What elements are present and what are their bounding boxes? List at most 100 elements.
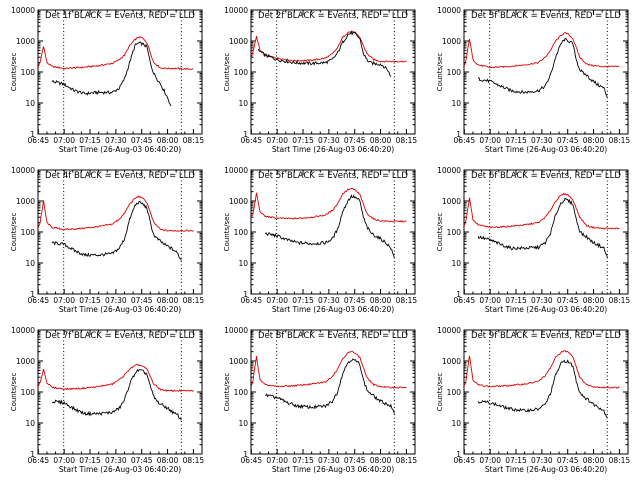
lld-trace [464,32,620,69]
events-trace [264,358,395,414]
y-tick-label: 10000 [11,166,35,175]
y-tick-label: 1 [30,130,35,139]
x-tick-label: 08:00 [370,136,392,145]
y-tick-label: 100 [21,68,36,77]
lld-trace [38,195,194,232]
y-tick-label: 1000 [229,197,248,206]
x-tick-label: 07:15 [505,136,527,145]
x-tick-label: 07:15 [79,456,101,465]
y-axis-label: Counts/sec [223,213,231,252]
y-axis-label: Counts/sec [10,213,18,252]
y-tick-label: 10000 [437,166,461,175]
plot-frame [37,169,203,295]
x-tick-label: 07:30 [318,456,340,465]
y-tick-label: 1 [30,290,35,299]
x-tick-label: 07:30 [105,136,127,145]
x-tick-label: 07:00 [53,456,75,465]
x-tick-label: 08:00 [157,296,179,305]
y-tick-label: 10 [238,419,248,428]
x-tick-label: 07:30 [105,296,127,305]
y-tick-label: 1 [456,450,461,459]
y-tick-label: 10000 [224,166,248,175]
x-tick-label: 07:00 [266,456,288,465]
x-tick-label: 08:15 [183,136,205,145]
y-tick-label: 100 [447,68,462,77]
y-tick-label: 10000 [437,6,461,15]
y-tick-label: 10 [451,259,461,268]
y-tick-label: 100 [447,388,462,397]
x-tick-label: 08:00 [157,136,179,145]
y-tick-label: 1000 [442,197,461,206]
x-tick-label: 08:00 [583,456,605,465]
x-tick-label: 07:15 [79,136,101,145]
x-tick-label: 08:00 [157,456,179,465]
events-trace [477,37,608,98]
lld-trace [251,350,407,389]
y-tick-label: 10 [451,419,461,428]
x-tick-label: 08:15 [609,296,631,305]
chart-panel-6: Det 6f BLACK = Events, RED = LLD 1 10 100 10… [436,166,630,314]
x-tick-label: 08:00 [583,136,605,145]
x-tick-label: 07:15 [505,296,527,305]
x-tick-label: 07:45 [131,296,153,305]
plot-frame [250,9,416,135]
chart-title: Det 1f BLACK = Events, RED = LLD [45,11,195,21]
events-trace [477,197,608,258]
x-axis-label: Start Time (26-Aug-03 06:40:20) [272,305,394,314]
lld-trace [251,30,407,63]
chart-title: Det 3f BLACK = Events, RED = LLD [471,11,621,21]
x-tick-label: 07:15 [79,296,101,305]
chart-panel-3: Det 3f BLACK = Events, RED = LLD 1 10 100 10… [436,6,630,154]
y-tick-label: 100 [234,388,249,397]
y-tick-label: 1000 [442,37,461,46]
x-tick-label: 07:15 [292,296,314,305]
x-tick-label: 07:30 [105,456,127,465]
y-tick-label: 10 [238,99,248,108]
chart-title: Det 8f BLACK = Events, RED = LLD [258,331,408,341]
chart-title: Det 5f BLACK = Events, RED = LLD [258,171,408,181]
lld-trace [464,192,620,230]
x-tick-label: 08:15 [609,456,631,465]
x-tick-label: 06:45 [241,296,263,305]
y-tick-label: 10 [451,99,461,108]
x-tick-label: 07:30 [318,296,340,305]
x-tick-label: 07:00 [479,296,501,305]
events-trace [477,359,608,418]
x-tick-label: 06:45 [28,456,50,465]
y-tick-label: 100 [234,68,249,77]
chart-title: Det 2f BLACK = Events, RED = LLD [258,11,408,21]
x-tick-label: 07:00 [266,136,288,145]
y-tick-label: 100 [21,228,36,237]
x-tick-label: 07:45 [557,136,579,145]
y-tick-label: 10000 [224,326,248,335]
x-tick-label: 07:45 [557,296,579,305]
x-axis-label: Start Time (26-Aug-03 06:40:20) [59,305,181,314]
chart-title: Det 6f BLACK = Events, RED = LLD [471,171,621,181]
x-axis-label: Start Time (26-Aug-03 06:40:20) [485,465,607,474]
y-axis-label: Counts/sec [10,53,18,92]
x-tick-label: 07:45 [131,136,153,145]
x-tick-label: 06:45 [454,296,476,305]
plot-frame [250,169,416,295]
x-tick-label: 08:00 [370,296,392,305]
y-axis-label: Counts/sec [436,53,444,92]
chart-title: Det 9f BLACK = Events, RED = LLD [471,331,621,341]
y-axis-label: Counts/sec [223,53,231,92]
y-tick-label: 100 [447,228,462,237]
x-tick-label: 07:30 [531,136,553,145]
y-tick-label: 10 [25,99,35,108]
x-tick-label: 08:15 [183,456,205,465]
events-trace [51,41,172,107]
chart-panel-8: Det 8f BLACK = Events, RED = LLD 1 10 100 10… [223,326,417,474]
y-tick-label: 10 [238,259,248,268]
y-tick-label: 1000 [16,197,35,206]
x-tick-label: 07:00 [479,456,501,465]
x-tick-label: 07:45 [131,456,153,465]
x-tick-label: 07:30 [531,296,553,305]
lld-trace [38,364,194,392]
x-axis-label: Start Time (26-Aug-03 06:40:20) [59,465,181,474]
y-tick-label: 1 [243,130,248,139]
x-tick-label: 07:45 [344,296,366,305]
chart-panel-1: Det 1f BLACK = Events, RED = LLD 1 10 100 10… [10,6,204,154]
events-trace [264,194,395,258]
